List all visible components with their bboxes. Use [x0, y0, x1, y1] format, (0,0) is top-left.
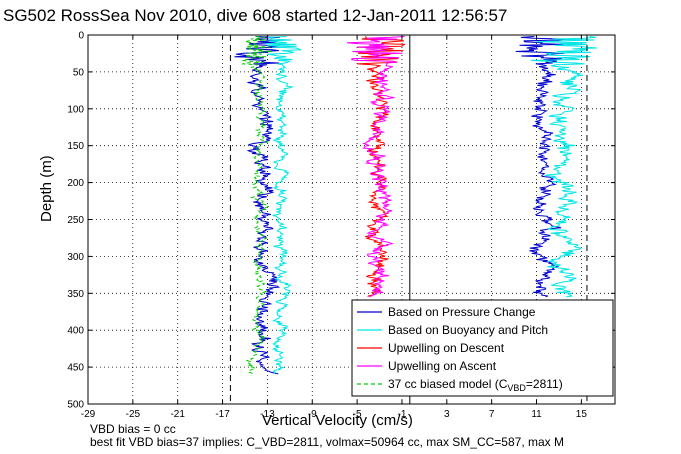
- footer-line-2: best fit VBD bias=37 implies: C_VBD=2811…: [90, 435, 564, 449]
- x-tick-label: 3: [444, 409, 450, 420]
- series-line-ascent-5: [530, 36, 597, 298]
- y-tick-label: 300: [67, 252, 84, 263]
- x-tick-label: -29: [81, 409, 96, 420]
- legend-label-1: Based on Buoyancy and Pitch: [388, 323, 548, 337]
- x-tick-label: -13: [260, 409, 275, 420]
- x-tick-label: 11: [531, 409, 542, 420]
- x-tick-label: -9: [308, 409, 317, 420]
- series-line-upwelling-3: [346, 36, 405, 298]
- y-tick-label: 500: [67, 400, 84, 411]
- legend-label-3: Upwelling on Ascent: [388, 359, 497, 373]
- y-tick-label: 50: [73, 67, 85, 78]
- x-tick-label: -5: [353, 409, 362, 420]
- series-line-ascent-4: [515, 36, 568, 298]
- x-tick-label: -17: [215, 409, 230, 420]
- legend-label-tail: =2811): [526, 377, 563, 391]
- y-tick-label: 100: [67, 104, 84, 115]
- x-tick-label: 15: [576, 409, 588, 420]
- legend-box: [351, 299, 614, 397]
- footer-line-1: VBD bias = 0 cc: [90, 422, 176, 436]
- x-tick-label: -25: [126, 409, 141, 420]
- legend-label-0: Based on Pressure Change: [388, 305, 536, 319]
- y-tick-label: 350: [67, 289, 84, 300]
- series-line-descent-0: [234, 36, 282, 375]
- y-tick-label: 250: [67, 215, 84, 226]
- x-tick-label: 7: [489, 409, 495, 420]
- x-tick-label: -1: [398, 409, 407, 420]
- y-tick-label: 400: [67, 326, 84, 337]
- series-line-upwelling-2: [357, 36, 406, 298]
- x-tick-label: -21: [170, 409, 185, 420]
- legend-label-subscript: VBD: [507, 383, 526, 393]
- y-tick-label: 450: [67, 363, 84, 374]
- series-line-descent-1: [265, 36, 303, 375]
- series-line-model-6: [241, 36, 273, 375]
- chart-title: SG502 RossSea Nov 2010, dive 608 started…: [3, 6, 508, 25]
- y-tick-label: 150: [67, 141, 84, 152]
- y-axis-label: Depth (m): [38, 155, 55, 222]
- legend-label-2: Upwelling on Descent: [388, 341, 505, 355]
- y-tick-label: 0: [78, 31, 84, 42]
- y-tick-label: 200: [67, 178, 84, 189]
- x-axis-label: Vertical Velocity (cm/s): [262, 412, 413, 429]
- legend-label-4: 37 cc biased model (CVBD=2811): [388, 377, 563, 393]
